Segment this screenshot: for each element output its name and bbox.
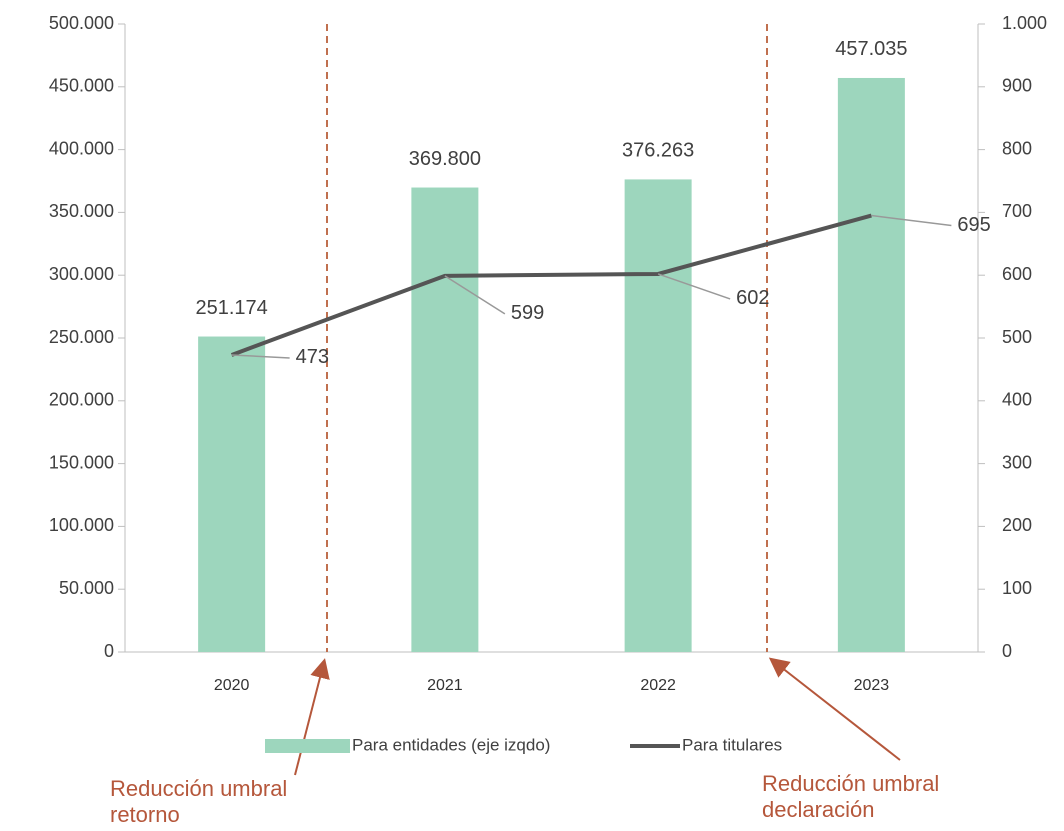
- annotation-arrow: [768, 657, 901, 761]
- y-tick-label: 450.000: [49, 76, 114, 96]
- y-tick-label: 150.000: [49, 452, 114, 472]
- y2-tick-label: 900: [1002, 76, 1032, 96]
- line: [230, 213, 872, 357]
- legend-swatch: [265, 739, 350, 753]
- data-label: 602: [736, 287, 769, 309]
- y2-tick-label: 400: [1002, 390, 1032, 410]
- y2-tick-label: 0: [1002, 641, 1012, 661]
- y2-tick-label: 600: [1002, 264, 1032, 284]
- y2-tick-label: 1.000: [1002, 13, 1047, 33]
- data-label: 376.263: [622, 140, 694, 162]
- y-tick-label: 500.000: [49, 13, 114, 33]
- data-label: 457.035: [835, 38, 907, 60]
- data-label: 695: [957, 214, 990, 236]
- bar: [624, 179, 692, 652]
- bar: [837, 77, 905, 652]
- y-tick-label: 50.000: [59, 578, 114, 598]
- y2-tick-label: 700: [1002, 201, 1032, 221]
- bar: [198, 336, 266, 652]
- leader-line: [657, 273, 731, 300]
- data-label: 369.800: [409, 148, 481, 170]
- y-tick-label: 300.000: [49, 264, 114, 284]
- y2-tick-label: 500: [1002, 327, 1032, 347]
- y-tick-label: 200.000: [49, 390, 114, 410]
- y-tick-label: 100.000: [49, 515, 114, 535]
- annotation: Reducción umbral declaración: [762, 771, 940, 822]
- y2-tick-label: 300: [1002, 452, 1032, 472]
- annotation: Reducción umbral retorno: [110, 776, 288, 827]
- data-label: 599: [511, 302, 544, 324]
- leader-line: [871, 214, 952, 227]
- y2-tick-label: 100: [1002, 578, 1032, 598]
- y2-tick-label: 800: [1002, 138, 1032, 158]
- y-tick-label: 0: [104, 641, 114, 661]
- x-tick-label: 2020: [214, 677, 250, 694]
- bar: [411, 187, 479, 653]
- legend-label: Para entidades (eje izqdo): [352, 735, 550, 754]
- data-label: 251.174: [195, 297, 267, 319]
- leader-line: [444, 275, 506, 315]
- x-tick-label: 2021: [427, 677, 463, 694]
- data-label: 473: [296, 346, 329, 368]
- annotation-arrow: [294, 658, 330, 776]
- y2-tick-label: 200: [1002, 515, 1032, 535]
- legend-label: Para titulares: [682, 735, 782, 754]
- leader-line: [231, 354, 290, 359]
- x-tick-label: 2023: [854, 677, 890, 694]
- y-tick-label: 400.000: [49, 138, 114, 158]
- y-tick-label: 250.000: [49, 327, 114, 347]
- y-tick-label: 350.000: [49, 201, 114, 221]
- x-tick-label: 2022: [640, 677, 676, 694]
